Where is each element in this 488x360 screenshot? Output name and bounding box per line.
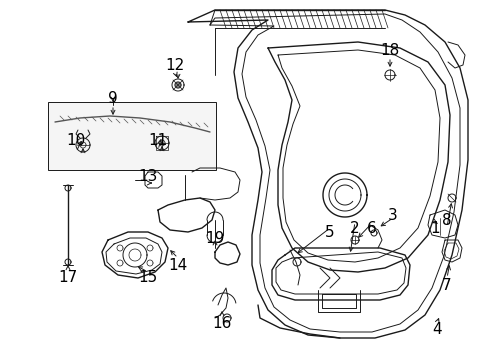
Text: 6: 6 — [366, 220, 376, 235]
Text: 17: 17 — [58, 270, 78, 285]
Text: 7: 7 — [441, 278, 451, 292]
Text: 8: 8 — [441, 212, 451, 228]
Text: 19: 19 — [205, 230, 224, 246]
Text: 5: 5 — [325, 225, 334, 239]
Text: 14: 14 — [168, 257, 187, 273]
Text: 16: 16 — [212, 315, 231, 330]
Text: 12: 12 — [165, 58, 184, 72]
Text: 1: 1 — [429, 220, 439, 235]
Bar — [48, 102, 216, 170]
Polygon shape — [175, 82, 181, 88]
Text: 15: 15 — [138, 270, 157, 285]
Text: 2: 2 — [349, 220, 359, 235]
Text: 3: 3 — [387, 207, 397, 222]
Text: 11: 11 — [148, 132, 167, 148]
Text: 18: 18 — [380, 42, 399, 58]
Text: 10: 10 — [66, 132, 85, 148]
Text: 4: 4 — [431, 323, 441, 338]
Text: 13: 13 — [138, 168, 157, 184]
Text: 9: 9 — [108, 90, 118, 105]
